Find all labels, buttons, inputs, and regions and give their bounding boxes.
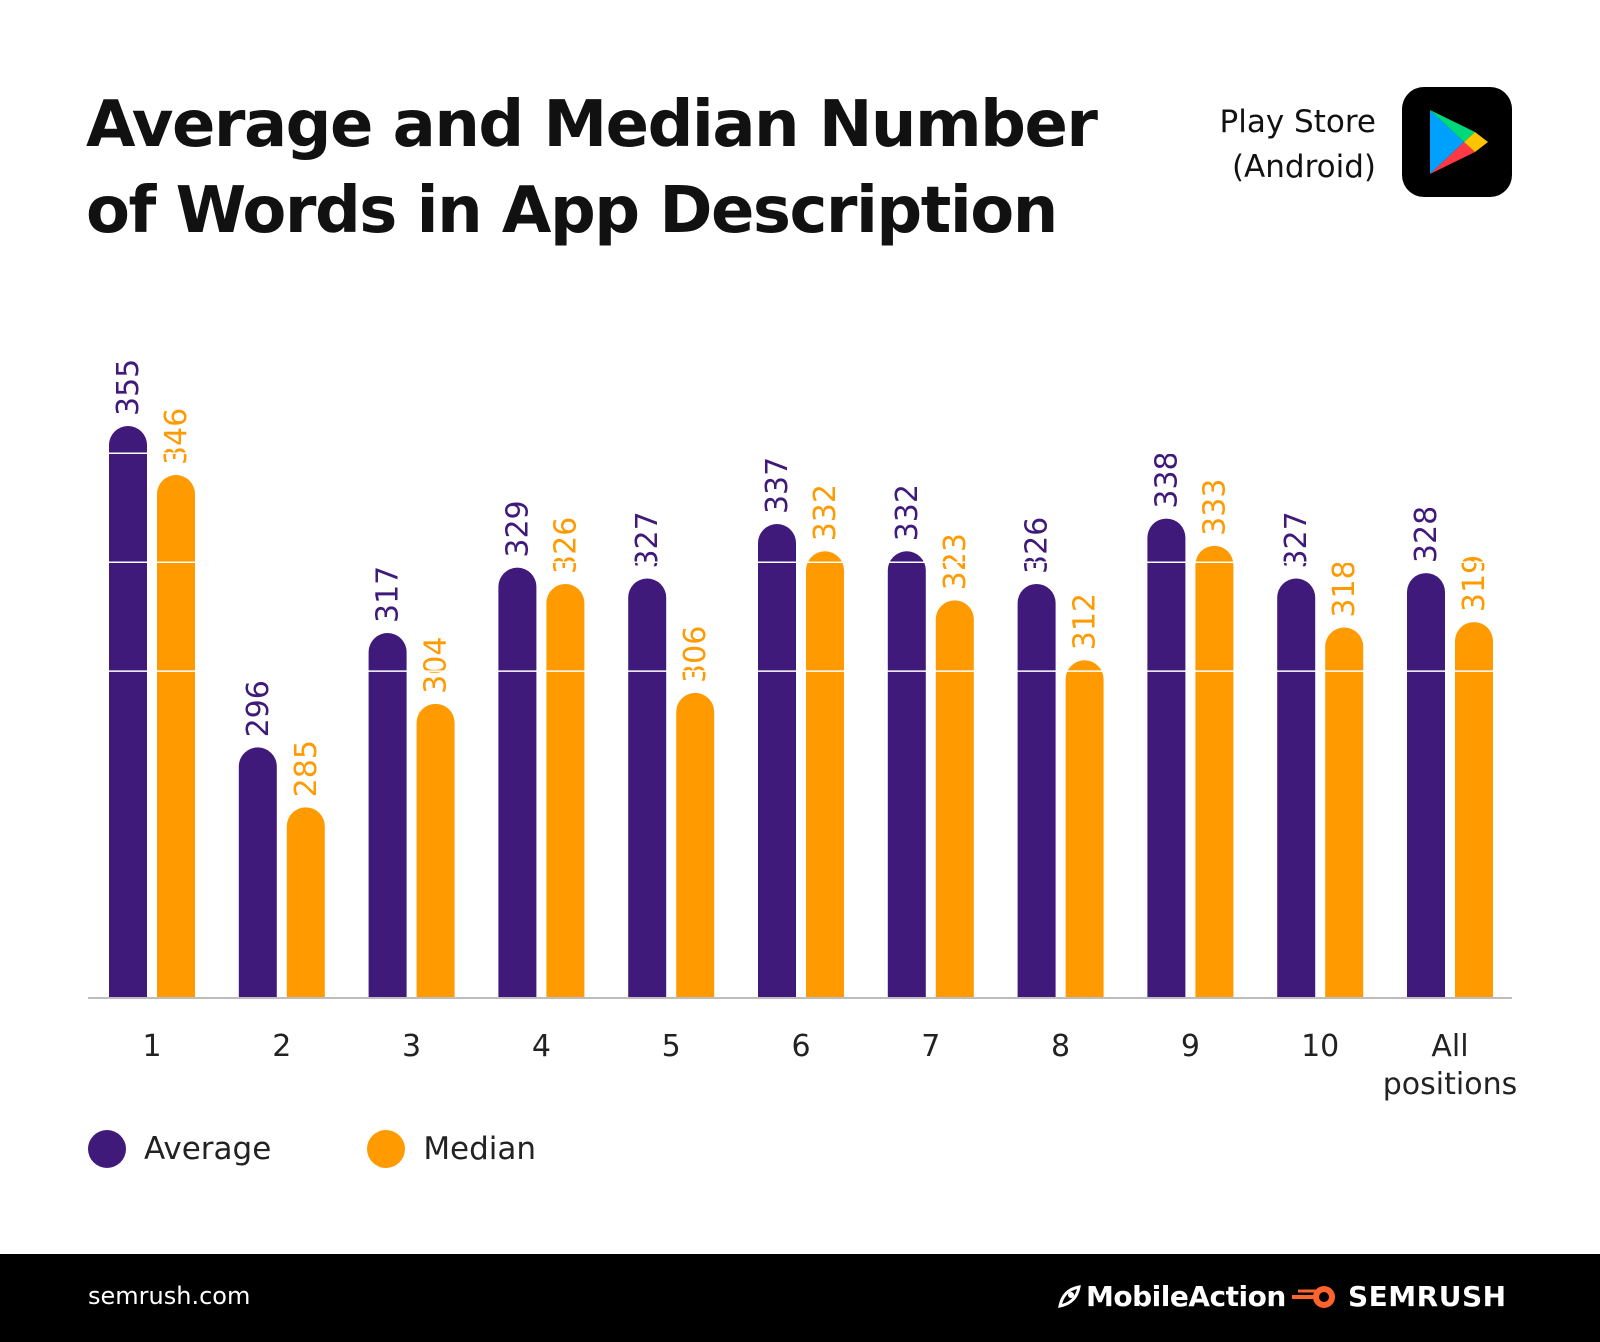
semrush-logo: SEMRUSH: [1290, 1280, 1507, 1313]
store-label-line-2: (Android): [1231, 149, 1376, 185]
footer: semrush.com MobileAction SEMRUSH: [0, 1254, 1600, 1342]
bar-median: [1455, 622, 1493, 998]
mobileaction-logo: MobileAction: [1056, 1280, 1286, 1313]
bar-median: [1325, 627, 1364, 998]
bar-average: [1277, 578, 1316, 998]
chart-title-line-1: Average and Median Number: [86, 88, 1098, 162]
semrush-fire-icon: [1292, 1285, 1335, 1308]
google-play-icon: [1402, 87, 1512, 197]
bar-average: [628, 578, 667, 998]
legend-label-average: Average: [144, 1131, 272, 1167]
value-label-average: 355: [111, 359, 146, 416]
value-label-median: 312: [1068, 593, 1103, 650]
chart-legend: Average Median: [88, 1130, 632, 1168]
bar-average: [887, 551, 926, 998]
chart-title: Average and Median Number of Words in Ap…: [86, 82, 1136, 254]
bar-median: [935, 600, 974, 998]
mobileaction-wordmark: MobileAction: [1086, 1280, 1286, 1313]
x-tick-label: 3: [402, 1029, 421, 1064]
x-tick-label: 1: [142, 1029, 161, 1064]
value-label-average: 326: [1020, 517, 1055, 574]
value-label-average: 327: [630, 511, 665, 568]
legend-item-median: Median: [367, 1130, 536, 1168]
value-label-average: 332: [890, 484, 925, 541]
x-tick-label: 8: [1051, 1029, 1070, 1064]
store-label-line-1: Play Store: [1219, 104, 1376, 140]
value-label-median: 306: [678, 626, 713, 683]
value-label-median: 319: [1457, 555, 1492, 612]
value-label-average: 317: [371, 566, 406, 623]
bar-average: [498, 567, 537, 998]
bar-median: [1195, 545, 1234, 998]
value-label-average: 296: [241, 680, 276, 737]
value-label-average: 338: [1149, 451, 1184, 508]
legend-swatch-average: [88, 1130, 126, 1168]
site-link[interactable]: semrush.com: [88, 1282, 251, 1310]
x-tick-label: All positions: [1383, 1029, 1517, 1102]
bar-average: [758, 524, 796, 998]
value-label-median: 304: [419, 637, 454, 694]
semrush-wordmark: SEMRUSH: [1348, 1280, 1507, 1313]
legend-swatch-median: [367, 1130, 406, 1168]
value-label-median: 346: [159, 408, 194, 465]
bar-average: [109, 426, 147, 998]
value-label-average: 328: [1409, 506, 1444, 563]
legend-label-median: Median: [423, 1131, 537, 1167]
bar-average: [1147, 518, 1186, 998]
bar-average: [1017, 583, 1056, 998]
bar-median: [416, 703, 455, 998]
value-label-median: 285: [289, 740, 324, 797]
x-tick-label: 9: [1181, 1029, 1200, 1064]
mobileaction-icon: [1058, 1284, 1081, 1308]
bar-average: [238, 747, 277, 998]
bar-average: [368, 633, 407, 998]
x-tick-label: 10: [1301, 1029, 1339, 1064]
x-tick-label: 7: [921, 1029, 940, 1064]
value-label-median: 332: [808, 484, 843, 541]
x-tick-label: 4: [532, 1029, 551, 1064]
bar-median: [676, 692, 715, 998]
store-label: Play Store (Android): [1150, 100, 1376, 190]
chart-title-line-2: of Words in App Description: [86, 174, 1058, 248]
value-label-average: 327: [1279, 511, 1314, 568]
legend-item-average: Average: [88, 1130, 271, 1168]
x-tick-label: 2: [272, 1029, 291, 1064]
value-label-average: 329: [500, 500, 535, 557]
bar-median: [806, 551, 844, 998]
bar-median: [157, 475, 195, 998]
bar-median: [1065, 660, 1104, 998]
bar-average: [1407, 573, 1446, 998]
bar-median: [286, 807, 325, 998]
value-label-median: 326: [548, 517, 583, 574]
value-label-average: 337: [760, 457, 795, 514]
x-tick-label: 6: [791, 1029, 810, 1064]
value-label-median: 318: [1327, 560, 1362, 617]
bar-median: [546, 583, 585, 998]
x-tick-label: 5: [662, 1029, 681, 1064]
value-label-median: 333: [1197, 479, 1232, 536]
